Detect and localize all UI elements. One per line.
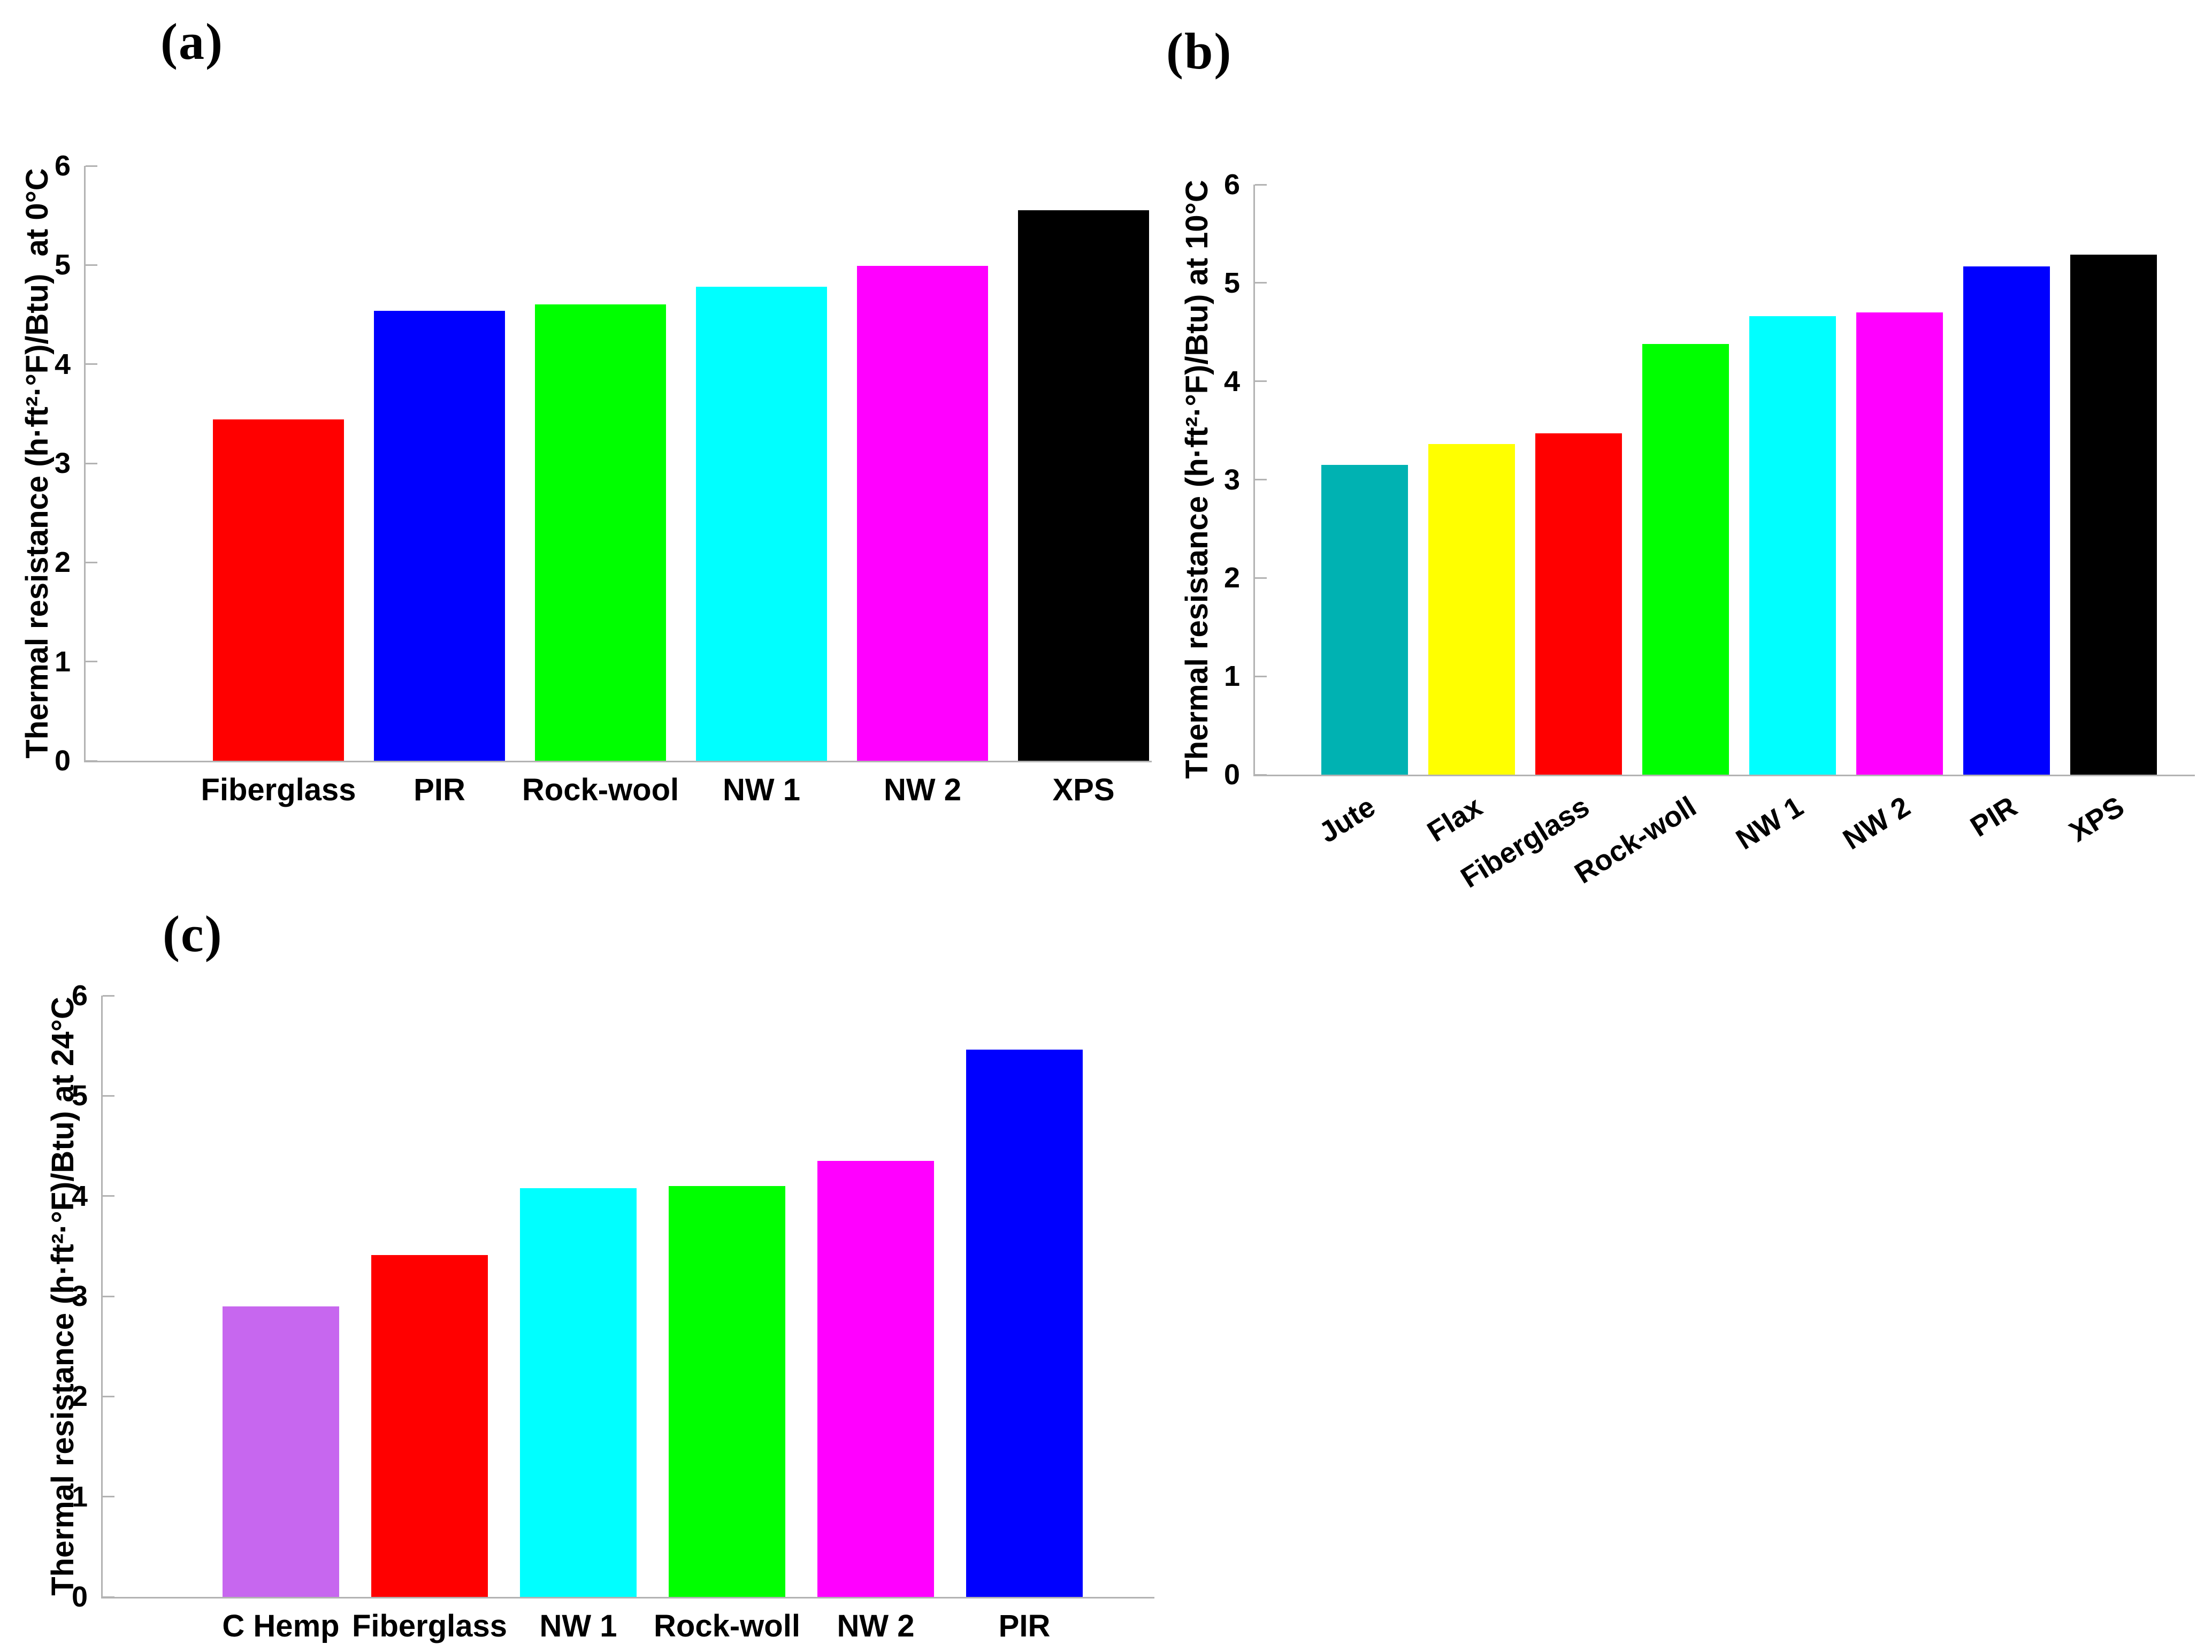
x-tick-label-rock-wool: Rock-wool: [522, 773, 679, 807]
y-tick-1: [1255, 675, 1267, 677]
bar-pir: [374, 310, 505, 761]
x-tick-label-pir: PIR: [414, 773, 465, 807]
panel-title-a: (a): [160, 13, 224, 70]
bar-rock-woll: [669, 1186, 785, 1597]
x-tick-label-nw-1: NW 1: [539, 1609, 617, 1643]
bar-xps: [2070, 254, 2157, 775]
x-tick-label-pir: PIR: [998, 1609, 1051, 1643]
panel-title-b: (b): [1166, 22, 1233, 80]
y-tick-label-6: 6: [71, 980, 88, 1012]
y-tick-5: [1255, 282, 1267, 284]
y-tick-4: [1255, 380, 1267, 383]
y-tick-label-3: 3: [1223, 463, 1240, 496]
y-tick-4: [103, 1195, 114, 1197]
bar-jute: [1321, 464, 1408, 775]
x-tick-label-xps: XPS: [1052, 773, 1115, 807]
panel-title-c: (c): [163, 905, 223, 962]
y-tick-1: [103, 1496, 114, 1498]
y-tick-6: [103, 995, 114, 997]
bar-pir: [966, 1050, 1083, 1597]
y-tick-label-4: 4: [71, 1180, 88, 1212]
bar-nw-2: [817, 1161, 934, 1597]
y-tick-3: [1255, 479, 1267, 480]
x-tick-label-fiberglass: Fiberglass: [351, 1609, 508, 1643]
bar-rock-woll: [1642, 343, 1729, 775]
y-tick-3: [86, 462, 97, 464]
bar-c-hemp: [223, 1306, 339, 1597]
bar-nw-1: [1749, 316, 1836, 775]
y-tick-label-4: 4: [1223, 365, 1240, 397]
bar-xps: [1018, 210, 1149, 761]
y-tick-0: [86, 760, 97, 762]
y-tick-6: [1255, 183, 1267, 186]
bar-rock-wool: [535, 304, 666, 761]
y-tick-6: [86, 165, 97, 167]
y-tick-label-2: 2: [1223, 562, 1240, 594]
y-tick-label-3: 3: [54, 447, 71, 479]
y-tick-2: [86, 561, 97, 563]
y-tick-2: [1255, 577, 1267, 579]
bar-fiberglass: [371, 1255, 488, 1597]
plot-area-c: 0 1 2 3 4 5 6 C Hemp Fiberglass NW 1 Rock-woll NW 2…: [72, 981, 1154, 1642]
y-tick-label-0: 0: [54, 745, 71, 777]
y-tick-label-6: 6: [54, 150, 71, 182]
y-tick-label-2: 2: [71, 1380, 88, 1413]
y-tick-label-3: 3: [71, 1280, 88, 1312]
y-tick-4: [86, 363, 97, 365]
y-tick-label-4: 4: [54, 348, 71, 380]
y-tick-5: [103, 1095, 114, 1097]
y-tick-label-1: 1: [1223, 660, 1240, 693]
bar-fiberglass: [213, 419, 344, 761]
y-tick-0: [1255, 774, 1267, 776]
y-tick-label-5: 5: [1223, 266, 1240, 299]
y-tick-2: [103, 1395, 114, 1397]
bar-fiberglass: [1535, 433, 1622, 775]
x-tick-label-nw-2: NW 2: [884, 773, 961, 807]
y-tick-label-0: 0: [71, 1581, 88, 1613]
y-tick-3: [103, 1295, 114, 1297]
y-tick-label-5: 5: [54, 249, 71, 281]
plot-area-b: 0 1 2 3 4 5 6 Jute Flax Fiberglass Rock-woll NW 1 NW…: [1224, 170, 2195, 894]
y-tick-label-2: 2: [54, 546, 71, 579]
bar-nw-1: [696, 287, 827, 761]
plot-area-a: 0 1 2 3 4 5 6 Fiberglass PIR Rock-wool NW 1 NW 2 XPS: [55, 151, 1152, 806]
bar-nw-2: [1856, 312, 1943, 775]
y-tick-label-1: 1: [71, 1480, 88, 1513]
bar-flax: [1428, 444, 1515, 775]
x-tick-label-fiberglass: Fiberglass: [201, 773, 356, 807]
y-tick-1: [86, 661, 97, 663]
x-tick-label-rock-woll: Rock-woll: [654, 1609, 800, 1643]
y-tick-0: [103, 1596, 114, 1598]
y-tick-label-6: 6: [1223, 169, 1240, 201]
x-tick-label-nw-2: NW 2: [837, 1609, 915, 1643]
bar-pir: [1963, 266, 2050, 775]
bar-nw-1: [520, 1188, 637, 1597]
x-tick-label-nw-1: NW 1: [723, 773, 800, 807]
bar-nw-2: [857, 266, 988, 761]
y-tick-label-0: 0: [1223, 759, 1240, 791]
x-tick-label-c-hemp: C Hemp: [222, 1609, 340, 1643]
y-tick-label-1: 1: [54, 645, 71, 678]
y-tick-label-5: 5: [71, 1080, 88, 1112]
y-tick-5: [86, 264, 97, 266]
